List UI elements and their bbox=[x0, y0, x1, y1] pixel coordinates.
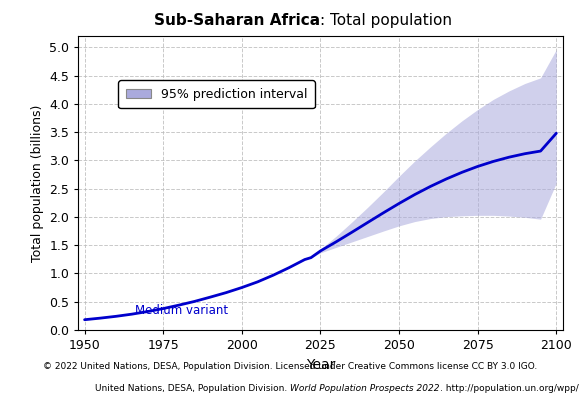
Text: : Total population: : Total population bbox=[321, 13, 452, 28]
Text: © 2022 United Nations, DESA, Population Division. Licensed under Creative Common: © 2022 United Nations, DESA, Population … bbox=[43, 362, 537, 371]
Text: . http://population.un.org/wpp/: . http://population.un.org/wpp/ bbox=[440, 384, 578, 393]
X-axis label: Year: Year bbox=[306, 358, 335, 372]
Y-axis label: Total population (billions): Total population (billions) bbox=[31, 104, 44, 262]
Text: Medium variant: Medium variant bbox=[135, 304, 228, 317]
Text: United Nations, DESA, Population Division.: United Nations, DESA, Population Divisio… bbox=[95, 384, 290, 393]
Text: World Population Prospects 2022: World Population Prospects 2022 bbox=[290, 384, 440, 393]
Text: Sub-Saharan Africa: Sub-Saharan Africa bbox=[154, 13, 321, 28]
Legend: 95% prediction interval: 95% prediction interval bbox=[118, 80, 315, 108]
